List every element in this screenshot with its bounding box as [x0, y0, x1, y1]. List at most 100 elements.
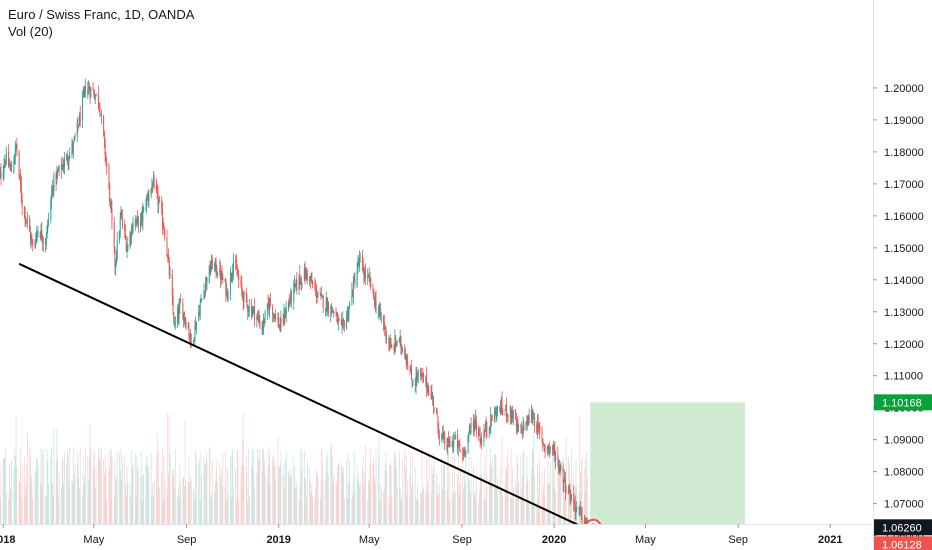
volume-bar — [331, 454, 333, 524]
volume-bar — [412, 483, 414, 524]
volume-bar — [335, 485, 337, 524]
volume-bar — [336, 480, 338, 524]
volume-bar — [383, 491, 384, 524]
candle-body — [245, 292, 247, 298]
candle-body — [326, 298, 328, 312]
volume-bar — [61, 488, 62, 524]
trendlines[interactable] — [0, 262, 799, 529]
candle-body — [209, 264, 211, 273]
volume-bar — [446, 489, 448, 524]
symbol-title[interactable]: Euro / Swiss Franc, 1D, OANDA — [8, 7, 195, 22]
volume-bar — [526, 455, 528, 524]
volume-bar — [256, 473, 258, 524]
candle-body — [39, 232, 41, 239]
candle-body — [266, 303, 268, 313]
volume-bar — [474, 489, 476, 524]
volume-bar — [399, 488, 401, 524]
candle-body — [61, 165, 63, 169]
candle-body — [331, 306, 333, 312]
time-axis[interactable]: 2018 May Sep 2019 May Sep 2020 May Sep 2021 — [0, 524, 932, 546]
volume-bar — [495, 455, 497, 524]
candle-body — [377, 311, 379, 313]
candle-body — [2, 171, 4, 178]
volume-bar — [98, 458, 100, 524]
candle-body — [168, 260, 170, 276]
candle-body — [558, 460, 560, 470]
candle-body — [248, 311, 250, 312]
volume-bar — [264, 460, 265, 524]
candle-body — [473, 423, 475, 430]
volume-bar — [0, 497, 1, 524]
volume-indicator-label[interactable]: Vol (20) — [8, 24, 53, 39]
volume-bar — [14, 448, 15, 524]
volume-bar — [243, 465, 245, 524]
volume-bar — [137, 470, 139, 524]
candle-body — [76, 122, 78, 136]
volume-bar — [374, 483, 376, 524]
candle-body — [205, 277, 207, 285]
volume-bar — [3, 458, 5, 524]
candle-body — [543, 444, 545, 446]
volume-bar — [533, 434, 535, 524]
volume-bar — [82, 494, 83, 524]
candle-body — [52, 188, 54, 191]
volume-bar — [29, 445, 31, 524]
volume-bar — [216, 459, 218, 524]
volume-bar — [309, 467, 310, 524]
volume-bar — [121, 480, 123, 524]
candle-body — [494, 410, 496, 412]
candle-body — [51, 187, 53, 195]
candle-body — [415, 374, 417, 386]
candle-body — [192, 340, 194, 342]
price-tick-label: 1.20000 — [884, 83, 924, 95]
volume-bar — [546, 484, 548, 524]
volume-bar — [37, 467, 39, 524]
volume-bar — [30, 454, 31, 524]
candle-body — [242, 293, 244, 302]
volume-bar — [137, 466, 138, 524]
volume-bar — [82, 455, 84, 524]
candle-body — [484, 430, 486, 433]
candle-body — [67, 161, 69, 163]
candle-body — [78, 114, 80, 127]
volume-bar — [470, 457, 472, 524]
candle-body — [465, 450, 467, 454]
candle-body — [285, 308, 287, 315]
candle-body — [269, 299, 271, 311]
candle-body — [58, 165, 60, 171]
candle-body — [544, 448, 546, 450]
volume-bar — [476, 468, 477, 524]
volume-bar — [481, 475, 483, 524]
candle-body — [35, 233, 37, 242]
candle-body — [190, 333, 192, 344]
volume-bar — [362, 457, 364, 524]
volume-bar — [579, 416, 581, 524]
volume-bar — [301, 450, 303, 524]
candle-body — [10, 166, 12, 168]
volume-bar — [511, 498, 513, 524]
candle-body — [152, 179, 154, 187]
candle-body — [426, 375, 428, 389]
candle-body — [163, 227, 165, 232]
candle-body — [82, 92, 84, 97]
volume-bar — [442, 466, 444, 524]
candle-body — [130, 235, 132, 239]
candle-body — [451, 441, 453, 448]
volume-bar — [211, 460, 213, 524]
plot-area[interactable]: 4 — [0, 78, 799, 550]
volume-bar — [204, 464, 206, 524]
candle-body — [77, 122, 79, 126]
volume-bar — [394, 458, 396, 524]
price-axis[interactable]: 1.20000 1.19000 1.18000 1.17000 1.16000 1.150… — [873, 0, 924, 550]
volume-bar — [236, 500, 237, 524]
volume-bar — [119, 452, 120, 524]
volume-bar — [242, 413, 244, 524]
candle-body — [232, 261, 234, 273]
volume-bar — [449, 472, 451, 524]
candle-body — [354, 279, 356, 286]
loss-zone — [590, 527, 745, 550]
volume-bar — [288, 468, 290, 524]
volume-bar — [431, 462, 433, 524]
candle-body — [552, 447, 554, 449]
